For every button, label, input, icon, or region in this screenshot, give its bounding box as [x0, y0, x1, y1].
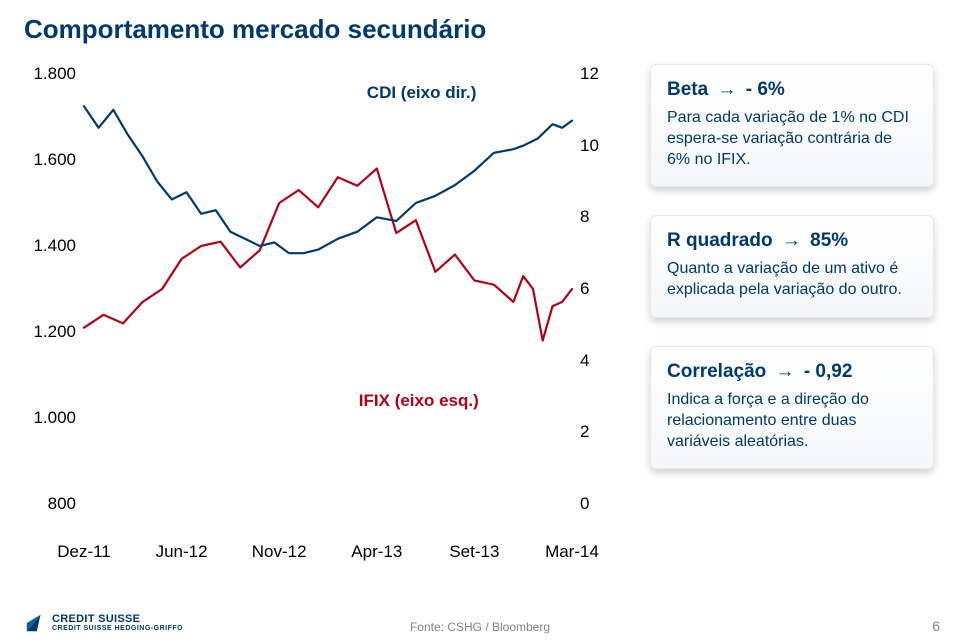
card-corr-body: Indica a força e a direção do relacionam…: [667, 389, 917, 452]
card-rsq-value: 85%: [810, 230, 848, 251]
source-text: Fonte: CSHG / Bloomberg: [410, 620, 550, 634]
chart-container: CDI (eixo dir.) IFIX (eixo esq.) 8001.00…: [24, 64, 614, 534]
ytick-right: 8: [580, 207, 620, 227]
card-beta: Beta → - 6% Para cada variação de 1% no …: [650, 64, 934, 187]
xtick: Apr-13: [342, 542, 412, 562]
brand-line1: CREDIT SUISSE: [52, 614, 183, 626]
card-rsq: R quadrado → 85% Quanto a variação de um…: [650, 215, 934, 317]
brand-logo: CREDIT SUISSE CREDIT SUISSE HEDGING-GRIF…: [24, 612, 183, 634]
ytick-right: 2: [580, 422, 620, 442]
ytick-left: 1.000: [16, 408, 76, 428]
card-beta-body: Para cada variação de 1% no CDI espera-s…: [667, 107, 917, 170]
brand-text: CREDIT SUISSE CREDIT SUISSE HEDGING-GRIF…: [52, 614, 183, 633]
card-beta-prefix: Beta: [667, 79, 713, 100]
page-number: 6: [932, 618, 940, 634]
series-label-ifix: IFIX (eixo esq.): [359, 391, 479, 411]
page-title: Comportamento mercado secundário: [24, 14, 486, 45]
card-corr: Correlação → - 0,92 Indica a força e a d…: [650, 346, 934, 469]
card-beta-value: - 6%: [746, 79, 785, 100]
card-corr-head: Correlação → - 0,92: [667, 361, 917, 383]
xtick: Nov-12: [244, 542, 314, 562]
line-chart: [24, 64, 614, 534]
card-corr-value: - 0,92: [804, 361, 853, 382]
xtick: Set-13: [439, 542, 509, 562]
ytick-right: 0: [580, 494, 620, 514]
arrow-icon: →: [782, 230, 801, 252]
ytick-left: 1.600: [16, 150, 76, 170]
ytick-left: 1.400: [16, 236, 76, 256]
card-rsq-body: Quanto a variação de um ativo é explicad…: [667, 258, 917, 300]
ytick-right: 6: [580, 279, 620, 299]
xtick: Jun-12: [147, 542, 217, 562]
ytick-right: 10: [580, 136, 620, 156]
card-rsq-prefix: R quadrado: [667, 230, 778, 251]
ytick-right: 12: [580, 64, 620, 84]
brand-line2: CREDIT SUISSE HEDGING-GRIFFO: [52, 625, 183, 632]
series-label-cdi: CDI (eixo dir.): [367, 83, 477, 103]
summary-cards: Beta → - 6% Para cada variação de 1% no …: [650, 64, 934, 469]
xtick: Mar-14: [537, 542, 607, 562]
ytick-left: 1.800: [16, 64, 76, 84]
slide-root: Comportamento mercado secundário CDI (ei…: [0, 0, 960, 644]
card-rsq-head: R quadrado → 85%: [667, 230, 917, 252]
card-corr-prefix: Correlação: [667, 361, 772, 382]
ytick-right: 4: [580, 351, 620, 371]
card-beta-head: Beta → - 6%: [667, 79, 917, 101]
ytick-left: 800: [16, 494, 76, 514]
arrow-icon: →: [717, 79, 736, 101]
sail-icon: [24, 612, 46, 634]
arrow-icon: →: [776, 361, 795, 383]
ytick-left: 1.200: [16, 322, 76, 342]
footer: CREDIT SUISSE CREDIT SUISSE HEDGING-GRIF…: [0, 608, 960, 644]
xtick: Dez-11: [49, 542, 119, 562]
